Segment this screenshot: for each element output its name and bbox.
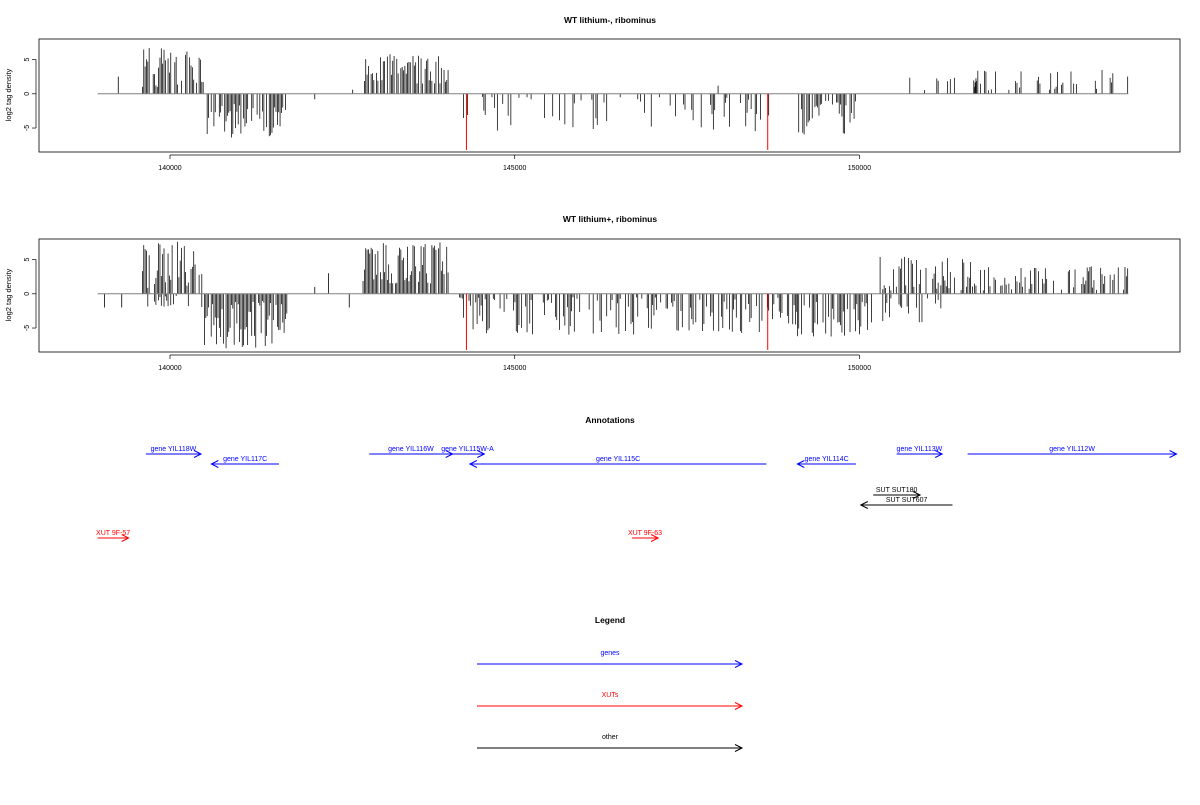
x-axis: 140000 145000 150000 (158, 154, 871, 172)
legend-arrow (477, 660, 744, 668)
y-tick-label: -5 (24, 325, 31, 331)
gene-arrow (450, 450, 486, 458)
annotation-features: gene YIL118W gene YIL117C gene YIL116W gene… (96, 446, 1178, 542)
y-tick-label: 5 (24, 57, 31, 61)
other-label: SUT SUT607 (886, 497, 928, 504)
position-markers (465, 93, 769, 150)
panel-title: WT lithium+, ribominus (563, 214, 657, 224)
xut-label: XUT 9F-63 (628, 530, 662, 537)
signal-bars (104, 241, 1129, 349)
gene-label: gene YIL113W (897, 446, 943, 453)
legend-arrow (477, 702, 744, 710)
y-axis-label: log2 tag density (4, 68, 13, 121)
plot-frame (38, 38, 1181, 153)
legend-items: genes XUTs other (477, 650, 744, 752)
y-tick-label: 0 (24, 292, 31, 296)
x-tick-label: 150000 (848, 365, 871, 372)
panel-lithium-plus: WT lithium+, ribominus log2 tag density … (4, 214, 1181, 372)
plot-frame (38, 238, 1181, 353)
position-markers (465, 293, 769, 350)
x-tick-label: 140000 (158, 365, 181, 372)
gene-arrow (796, 460, 856, 468)
gene-arrow (896, 450, 944, 458)
legend: Legend genes XUTs other (477, 615, 744, 752)
panel-title: WT lithium-, ribominus (564, 15, 656, 25)
gene-label: gene YIL112W (1049, 446, 1095, 453)
gene-arrow (967, 450, 1178, 458)
y-tick-label: 5 (24, 257, 31, 261)
gene-label: gene YIL115C (596, 456, 640, 463)
x-tick-label: 145000 (503, 365, 526, 372)
legend-label: genes (600, 650, 620, 657)
gene-arrow (468, 460, 767, 468)
xut-arrow (631, 534, 660, 542)
y-tick-label: -5 (24, 125, 31, 131)
other-label: SUT SUT180 (876, 487, 918, 494)
legend-title: Legend (595, 615, 625, 625)
gene-arrow (145, 450, 203, 458)
gene-label: gene YIL115W-A (441, 446, 494, 453)
gene-label: gene YIL118W (151, 446, 197, 453)
y-axis: -5 0 5 (24, 257, 37, 331)
legend-arrow (477, 744, 744, 752)
gene-label: gene YIL114C (805, 456, 849, 463)
x-tick-label: 145000 (503, 165, 526, 172)
xut-arrow (97, 534, 130, 542)
x-tick-label: 150000 (848, 165, 871, 172)
x-axis: 140000 145000 150000 (158, 354, 871, 372)
y-axis: -5 0 5 (24, 57, 37, 131)
x-tick-label: 140000 (158, 165, 181, 172)
y-axis-label: log2 tag density (4, 268, 13, 321)
other-arrow (859, 501, 953, 509)
legend-label: XUTs (602, 692, 619, 699)
gene-arrow (210, 460, 279, 468)
legend-label: other (602, 734, 619, 741)
signal-bars (117, 48, 1129, 138)
y-tick-label: 0 (24, 92, 31, 96)
gene-label: gene YIL117C (223, 456, 267, 463)
xut-label: XUT 9F-57 (96, 530, 130, 537)
panel-lithium-minus: WT lithium-, ribominus log2 tag density … (4, 15, 1181, 172)
other-arrow (873, 491, 922, 499)
gene-label: gene YIL116W (388, 446, 434, 453)
annotations-title: Annotations (585, 415, 635, 425)
